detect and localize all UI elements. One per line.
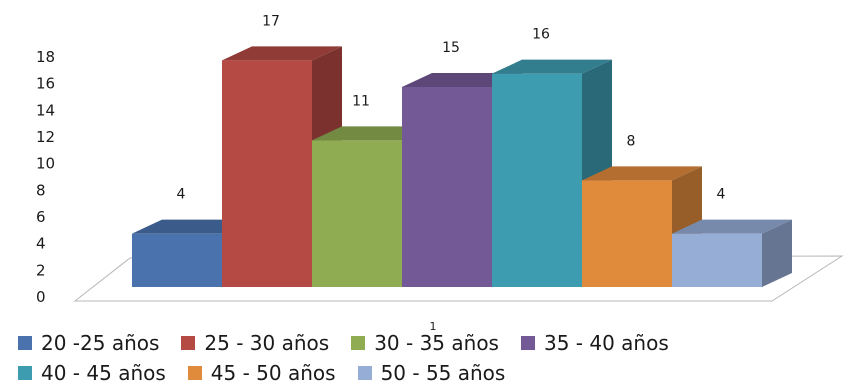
y-tick-label: 16 xyxy=(36,75,55,93)
legend-item: 35 - 40 años xyxy=(520,331,669,355)
legend-item: 20 -25 años xyxy=(18,331,159,355)
column-chart: 0 2 4 6 8 10 12 14 16 18 4 17 11 15 16 8 4 1 xyxy=(36,13,844,330)
bar-side xyxy=(762,219,792,287)
legend-label: 20 -25 años xyxy=(41,331,160,355)
legend-label: 35 - 40 años xyxy=(543,331,669,355)
y-tick-label: 4 xyxy=(36,235,46,253)
category-label: 1 xyxy=(430,320,437,330)
bars xyxy=(132,46,792,288)
data-label: 15 xyxy=(442,40,460,56)
y-tick-label: 6 xyxy=(36,208,46,226)
y-tick-label: 0 xyxy=(36,288,46,306)
bar-top xyxy=(582,166,702,181)
legend-item: 45 - 50 años xyxy=(187,361,336,385)
data-label: 4 xyxy=(717,187,726,203)
legend-swatch xyxy=(181,336,196,350)
bar-top xyxy=(672,219,792,234)
legend-swatch xyxy=(18,336,32,350)
bar-top xyxy=(222,46,342,61)
legend-row-1: 20 -25 años 25 - 30 años 30 - 35 años 35 - … xyxy=(18,328,854,358)
bar-top xyxy=(492,59,612,74)
bar xyxy=(582,166,702,287)
data-label: 8 xyxy=(627,133,636,149)
bar-front xyxy=(222,60,312,288)
legend-label: 30 - 35 años xyxy=(374,331,499,355)
data-label: 17 xyxy=(262,13,280,29)
data-labels: 4 17 11 15 16 8 4 xyxy=(177,13,726,202)
y-tick-label: 12 xyxy=(36,128,55,146)
legend-label: 25 - 30 años xyxy=(204,331,330,355)
legend-swatch xyxy=(357,366,372,380)
legend-item: 30 - 35 años xyxy=(351,331,499,355)
legend-swatch xyxy=(351,336,366,350)
y-tick-label: 10 xyxy=(36,155,55,173)
legend-item: 50 - 55 años xyxy=(357,361,506,385)
y-tick-label: 2 xyxy=(36,261,46,279)
floor-plane xyxy=(73,255,844,302)
legend-label: 50 - 55 años xyxy=(380,361,506,385)
legend-label: 45 - 50 años xyxy=(210,361,336,385)
bar-front xyxy=(582,180,672,287)
legend-swatch xyxy=(520,336,535,350)
bar xyxy=(672,219,792,287)
data-label: 4 xyxy=(177,187,186,203)
bar-front xyxy=(672,233,762,287)
legend-swatch xyxy=(18,366,32,380)
bar-front xyxy=(402,87,492,287)
legend-row-2: 40 - 45 años 45 - 50 años 50 - 55 años xyxy=(18,358,854,388)
legend: 20 -25 años 25 - 30 años 30 - 35 años 35 - … xyxy=(18,328,854,388)
data-label: 11 xyxy=(352,93,370,109)
y-tick-label: 18 xyxy=(36,48,55,66)
legend-label: 40 - 45 años xyxy=(41,361,166,385)
y-tick-label: 14 xyxy=(36,101,55,119)
bar-front xyxy=(492,73,582,288)
y-tick-label: 8 xyxy=(36,181,46,199)
legend-item: 25 - 30 años xyxy=(181,331,329,355)
legend-swatch xyxy=(187,366,202,380)
bar-front xyxy=(132,233,222,287)
chart-floor xyxy=(73,255,844,302)
y-axis-ticks: 0 2 4 6 8 10 12 14 16 18 xyxy=(36,48,55,306)
data-label: 16 xyxy=(532,27,550,43)
bar-front xyxy=(312,140,402,287)
legend-item: 40 - 45 años xyxy=(18,361,166,385)
